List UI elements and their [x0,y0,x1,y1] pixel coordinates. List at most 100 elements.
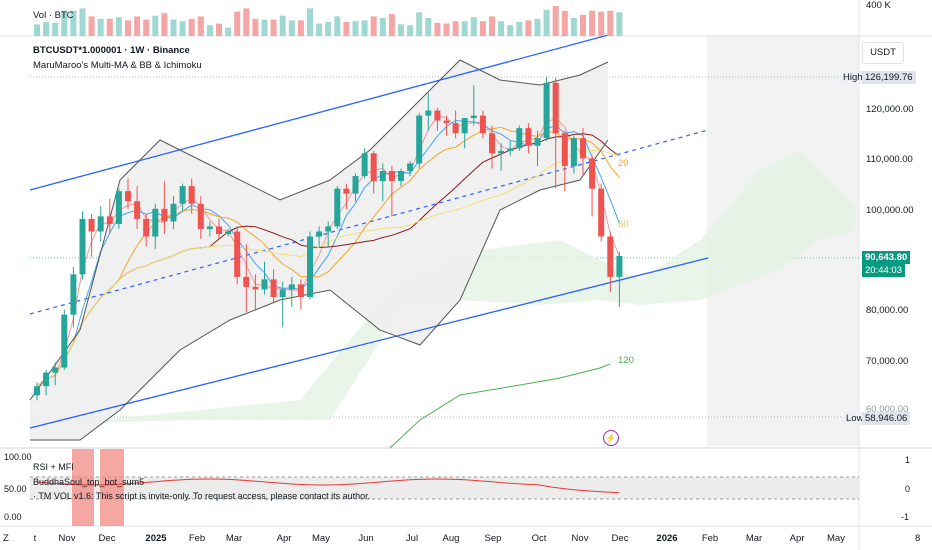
candle-body [334,188,341,227]
time-label: Dec [611,533,629,544]
candle-body [297,284,304,297]
volume-bar [434,22,441,36]
time-axis-corner-right[interactable]: 8 [915,533,921,544]
candle-body [88,218,95,232]
volume-bar [288,20,295,36]
time-axis-corner-left[interactable]: Z [3,533,9,544]
volume-bar [489,16,495,36]
volume-bar [216,23,222,36]
volume-legend[interactable]: Vol · BTC [33,10,74,21]
volume-bar [461,21,468,36]
indicator-legend[interactable]: MaruMaroo's Multi-MA & BB & Ichimoku [33,60,202,71]
volume-bar [134,16,141,36]
candle-body [288,284,295,290]
ma-20-line [36,126,620,387]
time-label: Feb [188,533,206,544]
volume-bar [179,21,186,36]
candle-body [106,216,113,224]
candle-body [343,188,350,194]
lower-left-tick-50: 50.00 [4,484,27,494]
volume-bar [70,10,77,37]
bollinger-lower-line [30,139,609,441]
candle-body [452,123,459,134]
time-label: t [33,533,37,544]
volume-bar [252,18,259,36]
candle-body [225,231,232,234]
candle-body [498,150,505,154]
candle-body [243,276,250,287]
time-label: Apr [276,533,292,544]
time-label: Dec [98,533,116,544]
lightning-event-icon[interactable]: ⚡ [603,430,619,446]
currency-button[interactable]: USDT [862,42,904,64]
buddhasoul-legend[interactable]: BuddhaSoul_top_bot_sum5 [33,477,145,487]
candle-body [279,289,286,297]
candle-body [252,286,259,290]
volume-bar [525,20,532,36]
price-tick-70000: 70,000.00 [866,356,909,367]
candle-body [216,226,222,234]
volume-bar [234,11,241,37]
candle-body [307,236,313,297]
volume-bar [388,14,395,36]
volume-bar [570,18,577,36]
price-tick-80000: 80,000.00 [866,305,909,316]
tm-vol-legend[interactable]: · TM VOL v1.6: This script is invite-onl… [33,491,371,501]
volume-bar [370,16,377,36]
time-label: Jun [358,533,374,544]
lower-right-tick-0: 0 [905,484,911,494]
candle-body [316,231,323,237]
candle-body [79,218,86,275]
volume-bar [270,19,277,36]
candle-body [325,226,332,232]
volume-bar [543,9,550,36]
candle-body [115,191,122,224]
low-value: 58,946.06 [862,412,911,425]
volume-bar [561,10,568,37]
volume-axis-label: 400 K [866,0,891,11]
volume-bar [425,18,432,36]
rsi-highlight [100,449,124,526]
volume-bar [552,6,559,36]
moving-average-lines [29,59,620,449]
volume-bar [352,21,359,36]
time-label: Feb [701,533,719,544]
candle-body [543,82,550,139]
rsi-legend[interactable]: RSI + MFI [33,462,74,472]
price-tick-60000: 60,000.00 [866,404,909,415]
candle-body [570,138,577,166]
volume-bar [498,21,505,36]
volume-bar [470,17,477,36]
candle-body [552,82,559,134]
volume-bar [325,22,332,36]
candle-body [489,133,495,154]
candle-body [379,171,386,182]
volume-bar [589,10,596,37]
candle-body [425,110,432,116]
volume-bar [152,15,159,36]
high-value: 126,199.76 [862,71,916,84]
low-label: Low [843,412,867,425]
volume-bar [261,19,268,36]
price-tick-100000: 100,000.00 [866,205,914,216]
candle-body [534,138,541,146]
time-label: Nov [571,533,589,544]
candlestick-series [34,76,623,401]
channel-upper [29,33,613,191]
candle-body [561,133,568,166]
volume-bar [334,16,341,36]
symbol-title[interactable]: BTCUSDT*1.000001 · 1W · Binance [33,45,190,56]
ma60-label: 60 [618,219,629,230]
candle-body [407,163,414,171]
candle-body [134,201,141,219]
candle-body [479,115,486,134]
candle-body [152,208,159,237]
time-label: Apr [789,533,805,544]
time-label: May [827,533,845,544]
volume-bar [616,12,623,36]
volume-bar [188,18,195,36]
candle-body [143,218,150,237]
time-label: May [312,533,330,544]
